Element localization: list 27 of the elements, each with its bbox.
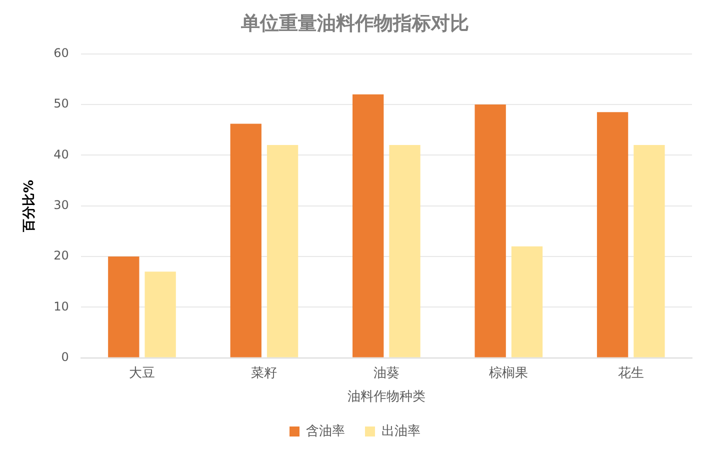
- y-tick-label: 10: [54, 299, 69, 314]
- x-tick-label: 大豆: [128, 366, 155, 381]
- bar: [266, 145, 298, 358]
- bar: [511, 246, 543, 358]
- bar: [596, 112, 628, 358]
- y-tick-label: 40: [54, 147, 69, 162]
- bar: [108, 256, 140, 358]
- bar: [389, 145, 420, 358]
- x-tick-label: 油葵: [373, 366, 400, 381]
- chart-title: 单位重量油料作物指标对比: [240, 12, 469, 34]
- bar: [230, 124, 262, 358]
- bar: [144, 272, 176, 358]
- x-tick-label: 花生: [618, 366, 644, 381]
- bar: [474, 104, 506, 358]
- y-tick-label: 20: [54, 248, 69, 263]
- y-tick-label: 30: [54, 198, 69, 212]
- bar: [634, 145, 665, 358]
- y-tick-label: 0: [61, 350, 69, 364]
- legend-label: 出油率: [382, 422, 420, 439]
- legend-label: 含油率: [306, 422, 345, 439]
- y-axis-title: 百分比%: [22, 180, 38, 233]
- y-tick-label: 60: [54, 46, 69, 60]
- y-tick-label: 50: [54, 96, 69, 111]
- x-tick-label: 菜籽: [251, 366, 278, 381]
- x-tick-label: 棕榈果: [489, 366, 528, 381]
- x-axis-title: 油料作物种类: [347, 390, 426, 405]
- bar: [352, 94, 384, 358]
